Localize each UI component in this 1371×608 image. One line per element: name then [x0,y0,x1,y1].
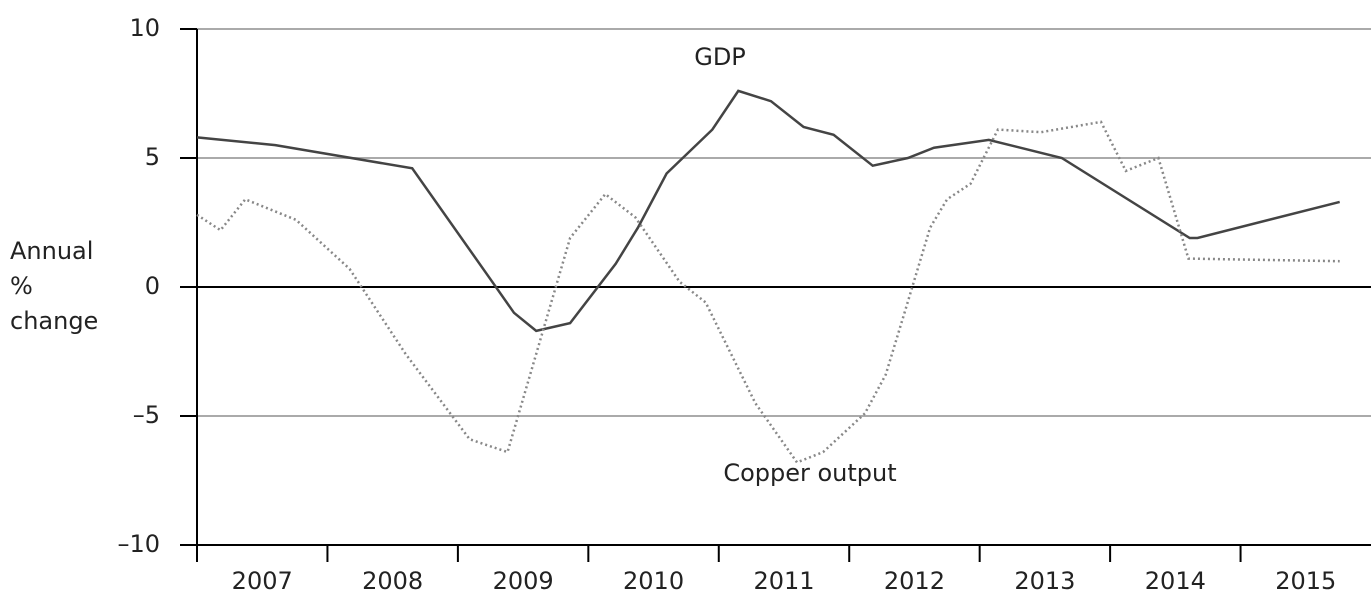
x-tick-label: 2008 [362,567,423,595]
y-tick-label: –10 [117,530,160,558]
x-tick-label: 2009 [493,567,554,595]
y-tick-label: 5 [145,143,160,171]
x-tick-label: 2012 [884,567,945,595]
x-tick-label: 2015 [1275,567,1336,595]
y-axis-label: % [10,272,33,300]
x-tick-label: 2007 [232,567,293,595]
series-line [196,89,1341,333]
y-tick-label: 10 [129,14,160,42]
series-label: GDP [694,43,746,71]
y-axis-label: change [10,307,98,335]
x-tick-label: 2010 [623,567,684,595]
series-label: Copper output [723,459,896,487]
x-tick-label: 2011 [753,567,814,595]
y-tick-label: –5 [133,401,160,429]
y-axis-label: Annual [10,237,93,265]
x-tick-label: 2013 [1014,567,1075,595]
x-tick-label: 2014 [1145,567,1206,595]
series-line [196,120,1340,464]
y-tick-label: 0 [145,272,160,300]
